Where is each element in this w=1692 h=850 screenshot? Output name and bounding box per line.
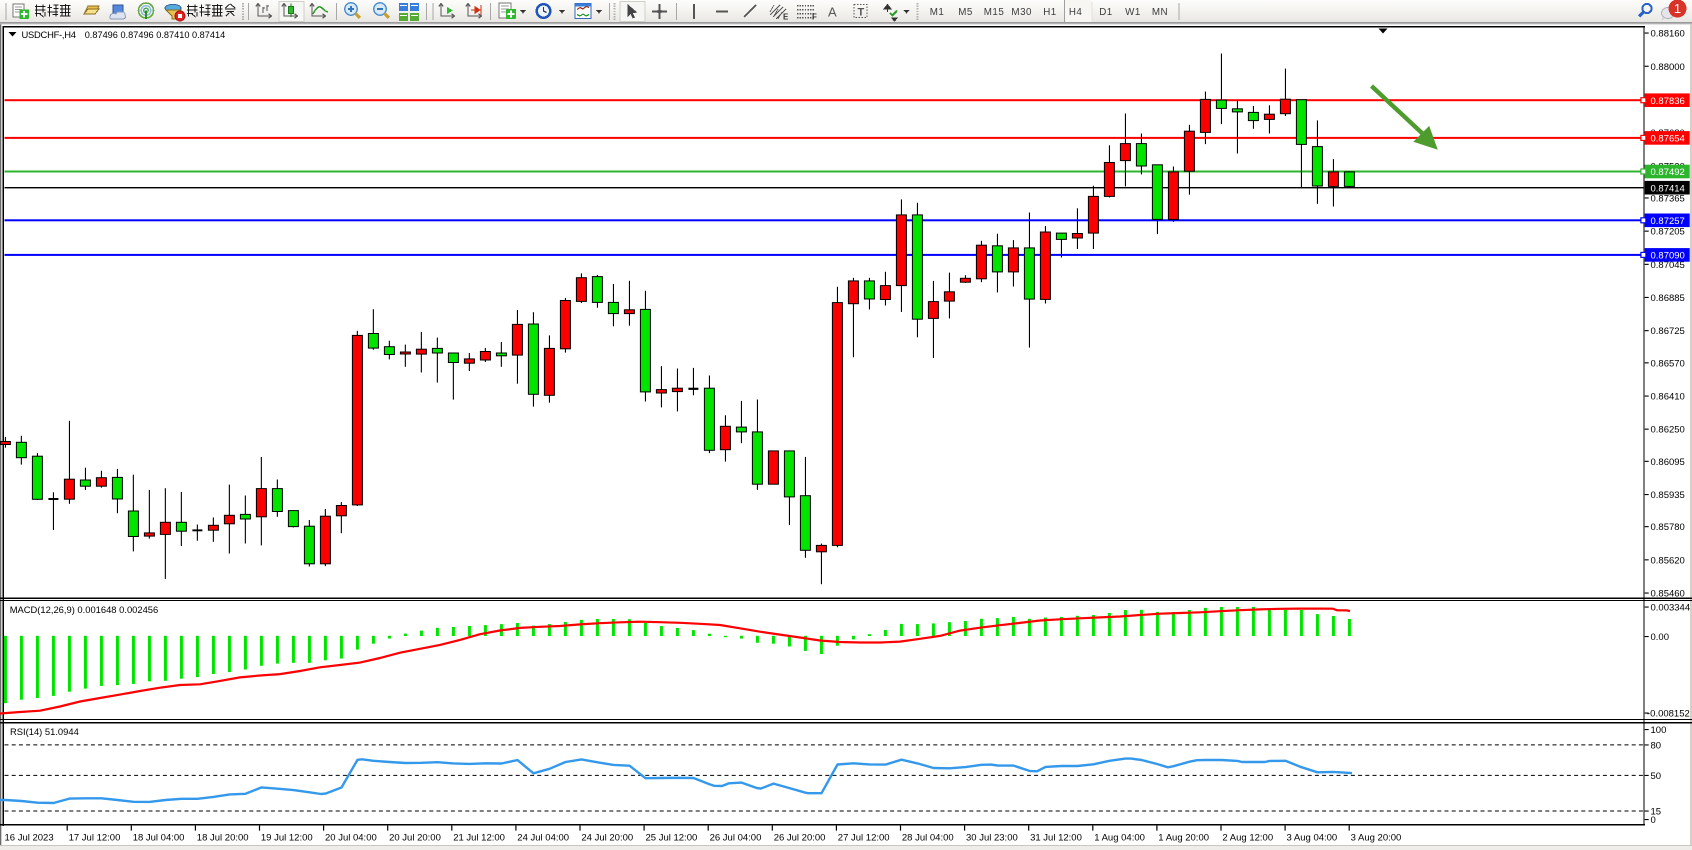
svg-text:H1: H1 xyxy=(1043,7,1057,18)
svg-text:0.87654: 0.87654 xyxy=(1651,134,1685,145)
svg-text:0.87496 0.87496 0.87410 0.8741: 0.87496 0.87496 0.87410 0.87414 xyxy=(85,30,226,40)
svg-text:16 Jul 2023: 16 Jul 2023 xyxy=(5,833,54,844)
svg-text:RSI(14) 51.0944: RSI(14) 51.0944 xyxy=(10,726,79,737)
svg-text:20 Jul 04:00: 20 Jul 04:00 xyxy=(325,833,377,844)
svg-text:M1: M1 xyxy=(930,7,945,18)
svg-text:3 Aug 20:00: 3 Aug 20:00 xyxy=(1351,833,1402,844)
svg-text:0.85460: 0.85460 xyxy=(1651,589,1685,600)
svg-text:0.87205: 0.87205 xyxy=(1651,227,1685,238)
svg-text:3 Aug 04:00: 3 Aug 04:00 xyxy=(1287,833,1338,844)
svg-text:0: 0 xyxy=(1651,815,1656,826)
svg-text:0.87257: 0.87257 xyxy=(1651,216,1685,227)
svg-text:0.003344: 0.003344 xyxy=(1651,603,1691,614)
svg-text:-0.008152: -0.008152 xyxy=(1647,709,1690,720)
svg-text:0.87414: 0.87414 xyxy=(1651,183,1685,194)
svg-text:28 Jul 04:00: 28 Jul 04:00 xyxy=(902,833,954,844)
svg-text:15: 15 xyxy=(1651,807,1662,818)
svg-text:0.87090: 0.87090 xyxy=(1651,251,1685,262)
svg-text:W1: W1 xyxy=(1125,7,1141,18)
svg-text:0.86095: 0.86095 xyxy=(1651,457,1685,468)
svg-text:21 Jul 12:00: 21 Jul 12:00 xyxy=(453,833,505,844)
svg-text:24 Jul 20:00: 24 Jul 20:00 xyxy=(581,833,633,844)
svg-text:H4: H4 xyxy=(1069,7,1083,18)
svg-text:50: 50 xyxy=(1651,771,1662,782)
svg-text:0.00: 0.00 xyxy=(1651,632,1670,643)
svg-text:1: 1 xyxy=(1674,1,1681,16)
svg-text:26 Jul 20:00: 26 Jul 20:00 xyxy=(774,833,826,844)
svg-text:0.85620: 0.85620 xyxy=(1651,555,1685,566)
svg-text:30 Jul 23:00: 30 Jul 23:00 xyxy=(966,833,1018,844)
svg-text:0.85780: 0.85780 xyxy=(1651,522,1685,533)
svg-text:31 Jul 12:00: 31 Jul 12:00 xyxy=(1030,833,1082,844)
svg-text:0.87365: 0.87365 xyxy=(1651,194,1685,205)
svg-text:0.86725: 0.86725 xyxy=(1651,326,1685,337)
svg-text:24 Jul 04:00: 24 Jul 04:00 xyxy=(517,833,569,844)
svg-text:A: A xyxy=(828,5,837,20)
svg-text:0.86885: 0.86885 xyxy=(1651,293,1685,304)
svg-text:80: 80 xyxy=(1651,741,1662,752)
svg-text:0.86250: 0.86250 xyxy=(1651,425,1685,436)
svg-text:27 Jul 12:00: 27 Jul 12:00 xyxy=(838,833,890,844)
svg-text:E: E xyxy=(783,13,789,22)
svg-text:0.88160: 0.88160 xyxy=(1651,29,1685,40)
svg-text:0.85935: 0.85935 xyxy=(1651,490,1685,501)
svg-text:MACD(12,26,9) 0.001648 0.00245: MACD(12,26,9) 0.001648 0.002456 xyxy=(10,604,159,615)
svg-text:2 Aug 12:00: 2 Aug 12:00 xyxy=(1222,833,1273,844)
svg-text:20 Jul 20:00: 20 Jul 20:00 xyxy=(389,833,441,844)
svg-text:T: T xyxy=(858,7,865,19)
svg-text:0.87045: 0.87045 xyxy=(1651,260,1685,271)
svg-text:17 Jul 12:00: 17 Jul 12:00 xyxy=(69,833,121,844)
svg-text:18 Jul 04:00: 18 Jul 04:00 xyxy=(133,833,185,844)
svg-text:MN: MN xyxy=(1152,7,1168,18)
svg-text:0.86410: 0.86410 xyxy=(1651,392,1685,403)
svg-text:USDCHF-,H4: USDCHF-,H4 xyxy=(22,29,76,40)
svg-text:0.88000: 0.88000 xyxy=(1651,62,1685,73)
svg-text:25 Jul 12:00: 25 Jul 12:00 xyxy=(646,833,698,844)
svg-text:F: F xyxy=(812,13,817,22)
svg-text:M15: M15 xyxy=(984,7,1005,18)
svg-text:M30: M30 xyxy=(1011,7,1032,18)
svg-text:D1: D1 xyxy=(1099,7,1113,18)
svg-text:0.87836: 0.87836 xyxy=(1651,96,1685,107)
svg-text:18 Jul 20:00: 18 Jul 20:00 xyxy=(197,833,249,844)
svg-text:M5: M5 xyxy=(958,7,973,18)
svg-text:0.87492: 0.87492 xyxy=(1651,167,1685,178)
svg-text:100: 100 xyxy=(1651,725,1667,736)
svg-text:1 Aug 04:00: 1 Aug 04:00 xyxy=(1094,833,1145,844)
svg-text:26 Jul 04:00: 26 Jul 04:00 xyxy=(710,833,762,844)
svg-text:0.86570: 0.86570 xyxy=(1651,358,1685,369)
svg-text:19 Jul 12:00: 19 Jul 12:00 xyxy=(261,833,313,844)
svg-text:1 Aug 20:00: 1 Aug 20:00 xyxy=(1158,833,1209,844)
